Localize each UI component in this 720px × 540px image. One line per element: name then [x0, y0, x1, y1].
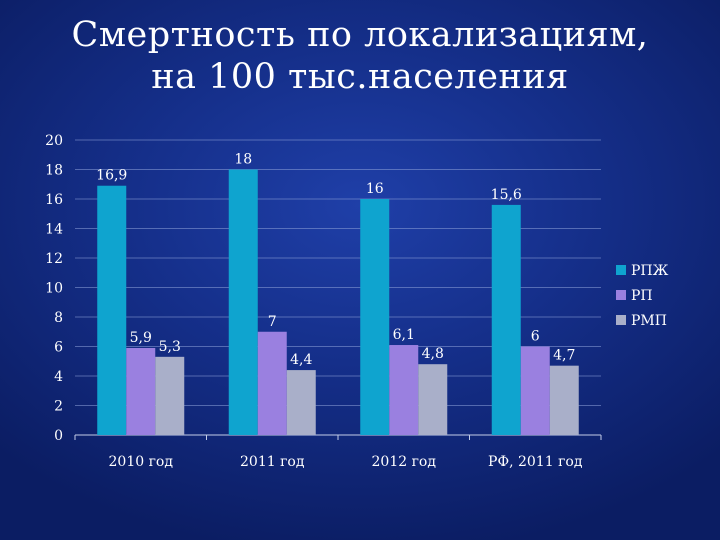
bar-РП-0: [126, 347, 156, 435]
y-tick-label: 10: [45, 281, 63, 297]
legend-label: РП: [631, 288, 653, 304]
bar-РП-2: [389, 345, 419, 435]
y-tick-label: 6: [54, 340, 63, 356]
y-tick-label: 16: [45, 192, 63, 208]
y-tick-label: 0: [54, 428, 63, 444]
x-category-label: 2012 год: [372, 454, 437, 470]
data-label: 6,1: [393, 327, 415, 343]
bar-РП-1: [257, 331, 287, 435]
bar-РМП-3: [549, 365, 579, 435]
y-tick-label: 18: [45, 163, 63, 179]
data-label: 16,9: [96, 168, 127, 184]
y-tick-label: 8: [54, 310, 63, 326]
legend-label: РМП: [631, 313, 667, 329]
legend-label: РПЖ: [631, 263, 669, 279]
data-label: 4,8: [422, 346, 444, 362]
bar-РПЖ-3: [491, 204, 521, 435]
slide-title-line-1: Смертность по локализациям,: [71, 15, 649, 55]
y-tick-label: 20: [45, 133, 63, 149]
bar-РМП-1: [286, 370, 316, 435]
data-label: 4,4: [290, 352, 312, 368]
bar-РП-3: [520, 346, 550, 435]
slide-title: Смертность по локализациям, на 100 тыс.н…: [0, 14, 720, 98]
y-tick-label: 2: [54, 399, 63, 415]
bar-РМП-2: [418, 364, 448, 435]
bar-РПЖ-0: [97, 185, 127, 435]
data-label: 16: [366, 181, 384, 197]
x-category-label: РФ, 2011 год: [488, 454, 583, 470]
bar-РМП-0: [155, 356, 185, 435]
x-category-label: 2011 год: [240, 454, 305, 470]
data-label: 5,3: [159, 339, 181, 355]
legend-swatch: [616, 290, 626, 300]
slide-title-line-2: на 100 тыс.населения: [151, 57, 569, 97]
x-category-label: 2010 год: [109, 454, 174, 470]
bar-РПЖ-1: [228, 169, 258, 435]
data-label: 6: [531, 329, 540, 345]
bar-РПЖ-2: [360, 199, 390, 435]
data-label: 18: [234, 152, 252, 168]
y-tick-label: 12: [45, 251, 63, 267]
data-label: 15,6: [491, 187, 522, 203]
y-tick-label: 14: [45, 222, 63, 238]
legend-swatch: [616, 315, 626, 325]
y-tick-label: 4: [54, 369, 63, 385]
data-label: 7: [268, 314, 277, 330]
legend-swatch: [616, 265, 626, 275]
data-label: 4,7: [553, 348, 575, 364]
data-label: 5,9: [130, 330, 152, 346]
